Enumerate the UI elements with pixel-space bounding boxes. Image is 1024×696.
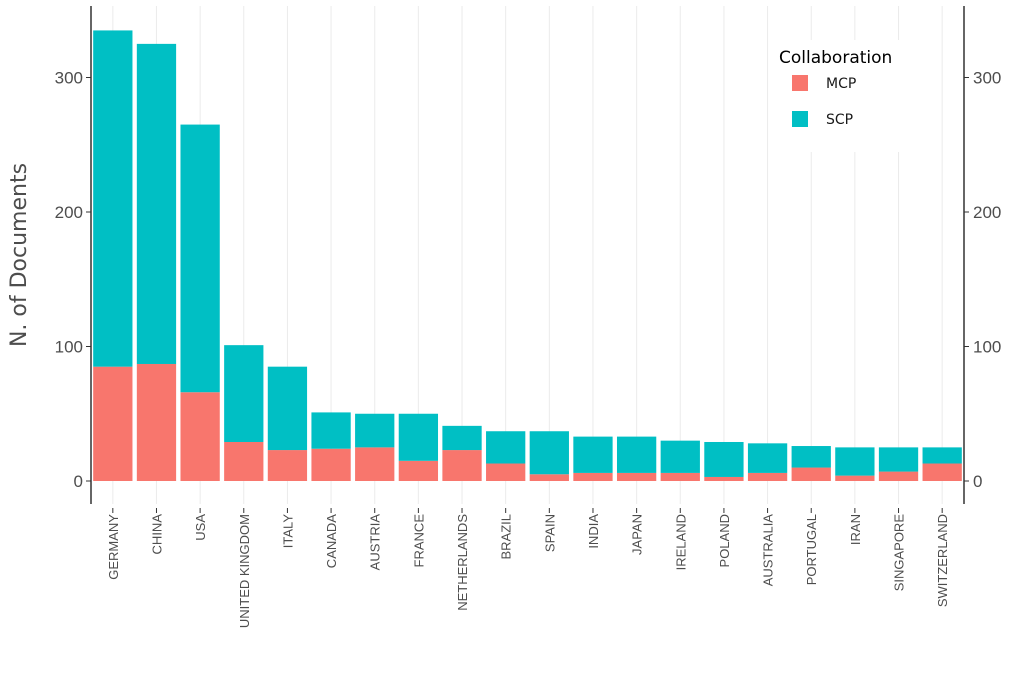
x-tick-label-usa: USA <box>193 514 208 541</box>
y-tick-label-left: 100 <box>55 338 83 357</box>
legend-swatch-mcp <box>792 75 808 91</box>
legend-items: MCP SCP <box>792 75 856 128</box>
bar-scp-spain <box>529 431 569 475</box>
legend-swatch-scp <box>792 111 808 127</box>
x-tick-label-china: CHINA <box>149 514 164 555</box>
legend-background <box>772 40 910 152</box>
bar-mcp-australia <box>747 472 788 481</box>
bar-mcp-austria <box>355 447 395 481</box>
x-tick-label-netherlands: NETHERLANDS <box>455 514 470 611</box>
bar-scp-portugal <box>791 446 831 468</box>
bar-mcp-spain <box>529 474 569 481</box>
bar-scp-iran <box>835 447 875 476</box>
bar-scp-usa <box>180 124 220 393</box>
x-tick-labels: GERMANY CHINA USA UNITED KINGDOM ITALY CANADA… <box>106 514 950 628</box>
bar-scp-italy <box>267 366 308 451</box>
x-tick-label-poland: POLAND <box>717 514 732 567</box>
x-tick-label-italy: ITALY <box>280 514 295 549</box>
x-tick-label-france: FRANCE <box>411 514 426 568</box>
bar-mcp-united-kingdom <box>224 441 264 481</box>
legend-label-mcp: MCP <box>826 76 856 92</box>
x-tick-label-united-kingdom: UNITED KINGDOM <box>237 514 252 628</box>
bar-scp-poland <box>704 441 744 477</box>
x-tick-label-australia: AUSTRALIA <box>761 514 776 587</box>
y-tick-label-right: 0 <box>973 472 982 491</box>
bar-mcp-india <box>573 472 613 481</box>
x-tick-label-singapore: SINGAPORE <box>892 514 907 592</box>
x-tick-label-germany: GERMANY <box>106 514 121 580</box>
bar-scp-france <box>398 413 439 461</box>
bar-mcp-brazil <box>486 463 526 481</box>
y-tick-label-left: 0 <box>74 472 83 491</box>
y-tick-label-right: 200 <box>973 203 1001 222</box>
x-tick-label-austria: AUSTRIA <box>368 514 383 571</box>
x-tick-label-spain: SPAIN <box>542 514 557 552</box>
x-tick-label-canada: CANADA <box>324 514 339 569</box>
bar-scp-switzerland <box>922 447 962 464</box>
x-tick-label-japan: JAPAN <box>630 514 645 555</box>
bar-mcp-canada <box>311 448 351 481</box>
y-axis-title: N. of Documents <box>7 163 32 347</box>
bar-scp-canada <box>311 412 351 449</box>
bar-mcp-ireland <box>660 472 700 481</box>
bar-mcp-portugal <box>791 467 831 481</box>
axes <box>86 6 969 513</box>
y-tick-label-left: 300 <box>55 69 83 88</box>
legend-label-scp: SCP <box>826 112 853 128</box>
bar-mcp-italy <box>267 450 308 481</box>
x-tick-label-portugal: PORTUGAL <box>804 514 819 585</box>
bar-scp-austria <box>355 413 395 448</box>
x-tick-label-ireland: IRELAND <box>673 514 688 570</box>
bar-scp-japan <box>616 436 657 473</box>
bar-mcp-singapore <box>878 471 919 481</box>
bar-scp-india <box>573 436 613 473</box>
bar-scp-netherlands <box>442 425 482 451</box>
legend: Collaboration MCP SCP <box>772 40 910 152</box>
y-tick-label-right: 100 <box>973 338 1001 357</box>
bar-mcp-netherlands <box>442 450 482 481</box>
bar-mcp-usa <box>180 392 220 481</box>
bar-scp-australia <box>747 443 788 473</box>
bar-mcp-japan <box>616 472 657 481</box>
y-tick-label-left: 200 <box>55 203 83 222</box>
x-tick-label-india: INDIA <box>586 514 601 549</box>
bars <box>93 30 962 481</box>
bar-mcp-china <box>136 363 177 481</box>
bar-scp-ireland <box>660 440 700 473</box>
bar-scp-singapore <box>878 447 919 472</box>
y-tick-label-right: 300 <box>973 69 1001 88</box>
bar-mcp-switzerland <box>922 463 962 481</box>
x-tick-label-brazil: BRAZIL <box>499 514 514 560</box>
x-tick-label-switzerland: SWITZERLAND <box>935 514 950 607</box>
bar-mcp-france <box>398 460 439 481</box>
x-tick-label-iran: IRAN <box>848 514 863 545</box>
bar-scp-brazil <box>486 431 526 464</box>
bar-mcp-germany <box>93 366 133 481</box>
legend-title: Collaboration <box>779 48 892 68</box>
bar-mcp-iran <box>835 475 875 481</box>
bar-scp-germany <box>93 30 133 367</box>
bar-scp-china <box>136 43 177 364</box>
bar-mcp-poland <box>704 476 744 481</box>
y-tick-labels-right: 0 100 200 300 <box>973 69 1001 492</box>
y-tick-labels-left: 0 100 200 300 <box>55 69 83 492</box>
bar-scp-united-kingdom <box>224 345 264 442</box>
gridlines <box>112 6 943 504</box>
